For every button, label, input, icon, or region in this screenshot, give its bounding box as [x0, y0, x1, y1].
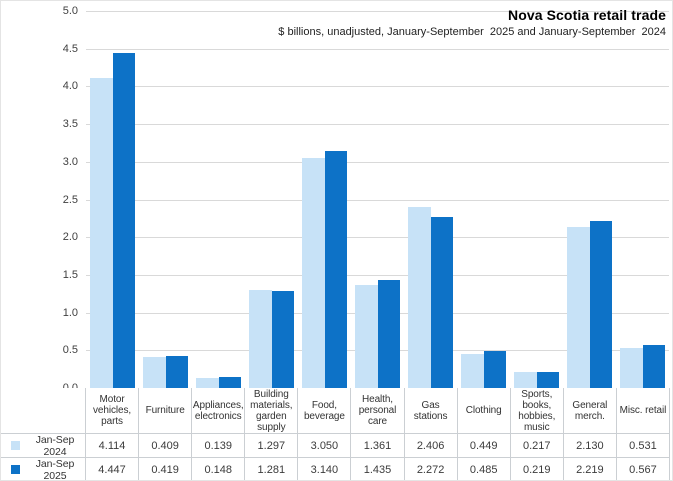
data-table: Motor vehicles, parts Furniture Appliances…: [1, 388, 670, 481]
table-value-cell: 0.419: [139, 458, 193, 480]
bar-jan-sep-2024: [355, 285, 378, 388]
gridline: [86, 161, 669, 163]
bar-jan-sep-2024: [90, 77, 113, 388]
bar-group: [457, 11, 510, 388]
bar-jan-sep-2024: [249, 290, 272, 388]
bar-jan-sep-2024: [461, 354, 484, 388]
chart-subtitle: $ billions, unadjusted, January-Septembe…: [278, 26, 666, 38]
table-value-cell: 4.114: [86, 434, 140, 458]
legend-swatch-jan-sep-2024: [11, 441, 20, 450]
bar-group: [351, 11, 404, 388]
bar-series-container: [86, 11, 669, 388]
bar-jan-sep-2024: [620, 347, 643, 388]
y-axis: 5.04.54.03.53.02.52.01.51.00.50.0: [1, 5, 78, 394]
category-header: Gas stations: [404, 388, 458, 434]
table-value-cell: 1.361: [351, 434, 405, 458]
y-tick-label: 2.5: [62, 193, 78, 206]
table-value-cell: 0.485: [458, 458, 511, 480]
table-value-cell: 0.217: [510, 434, 564, 458]
table-value-cell: 0.531: [616, 434, 670, 458]
category-header: Furniture: [139, 388, 193, 434]
legend-swatch-jan-sep-2025: [11, 465, 20, 474]
y-tick-label: 5.0: [62, 5, 78, 17]
category-header: Clothing: [457, 388, 511, 434]
bar-jan-sep-2024: [514, 371, 537, 388]
table-value-cell: 1.281: [245, 458, 299, 480]
bar-group: [616, 11, 669, 388]
bar-group: [298, 11, 351, 388]
gridline: [86, 237, 669, 239]
bar-jan-sep-2025: [165, 356, 188, 388]
legend-label: Jan-Sep 2025: [35, 458, 75, 481]
category-header: Misc. retail: [616, 388, 670, 434]
bar-jan-sep-2024: [302, 158, 325, 388]
bar-jan-sep-2025: [324, 151, 347, 388]
bar-jan-sep-2024: [196, 377, 219, 388]
bar-jan-sep-2025: [430, 216, 453, 388]
legend-label: Jan-Sep 2024: [35, 434, 75, 458]
table-value-cell: 2.219: [564, 458, 617, 480]
y-tick-label: 1.0: [62, 306, 78, 319]
table-value-cell: 1.297: [245, 434, 299, 458]
legend-key-jan-sep-2024: Jan-Sep 2024: [1, 434, 86, 458]
category-header: Motor vehicles, parts: [86, 388, 140, 434]
table-value-cell: 3.140: [298, 458, 352, 480]
gridline: [86, 86, 669, 88]
gridline: [86, 199, 669, 201]
table-value-cell: 2.406: [404, 434, 458, 458]
bar-jan-sep-2025: [218, 376, 241, 388]
bar-jan-sep-2025: [536, 371, 559, 388]
bar-jan-sep-2025: [589, 220, 612, 388]
y-tick-label: 3.5: [62, 118, 78, 131]
table-value-cell: 0.139: [192, 434, 246, 458]
gridline: [86, 11, 669, 12]
table-value-cell: 0.567: [617, 458, 670, 480]
table-value-cell: 3.050: [298, 434, 352, 458]
bar-jan-sep-2024: [567, 227, 590, 388]
y-tick-label: 0.5: [62, 344, 78, 357]
table-value-cell: 2.272: [405, 458, 458, 480]
bar-jan-sep-2025: [642, 345, 665, 388]
legend-key-jan-sep-2025: Jan-Sep 2025: [1, 458, 86, 481]
bar-jan-sep-2024: [143, 357, 166, 388]
y-tick-label: 2.0: [62, 231, 78, 244]
table-value-cell: 0.409: [139, 434, 193, 458]
gridline: [86, 124, 669, 126]
bar-jan-sep-2025: [483, 351, 506, 388]
table-value-cell: 1.435: [351, 458, 405, 480]
table-value-cell: 0.219: [511, 458, 564, 480]
bar-group: [86, 11, 139, 388]
y-tick-label: 3.0: [62, 155, 78, 168]
category-header: General merch.: [563, 388, 617, 434]
table-value-cell: 0.449: [457, 434, 511, 458]
bar-group: [510, 11, 563, 388]
y-tick-label: 1.5: [62, 268, 78, 281]
category-header: Building materials, garden supply: [245, 388, 299, 434]
gridline: [86, 48, 669, 50]
category-header: Sports, books, hobbies, music: [510, 388, 564, 434]
category-header: Food, beverage: [298, 388, 352, 434]
table-value-cell: 0.148: [192, 458, 246, 480]
bar-jan-sep-2024: [408, 206, 431, 388]
bar-group: [563, 11, 616, 388]
chart-title: Nova Scotia retail trade: [507, 7, 666, 23]
title-block: Nova Scotia retail trade $ billions, una…: [278, 7, 666, 38]
gridline: [86, 274, 669, 276]
bar-group: [139, 11, 192, 388]
category-header: Appliances, electronics: [192, 388, 246, 434]
table-corner-cell: [1, 388, 86, 434]
bar-group: [192, 11, 245, 388]
bar-group: [245, 11, 298, 388]
plot-area: [86, 11, 669, 389]
bar-jan-sep-2025: [271, 291, 294, 388]
table-value-cell: 4.447: [86, 458, 140, 480]
bar-jan-sep-2025: [112, 52, 135, 388]
table-value-cell: 2.130: [563, 434, 617, 458]
y-tick-label: 4.5: [62, 42, 78, 55]
category-header: Health, personal care: [351, 388, 405, 434]
y-tick-label: 4.0: [62, 80, 78, 93]
bar-jan-sep-2025: [377, 279, 400, 388]
bar-group: [404, 11, 457, 388]
